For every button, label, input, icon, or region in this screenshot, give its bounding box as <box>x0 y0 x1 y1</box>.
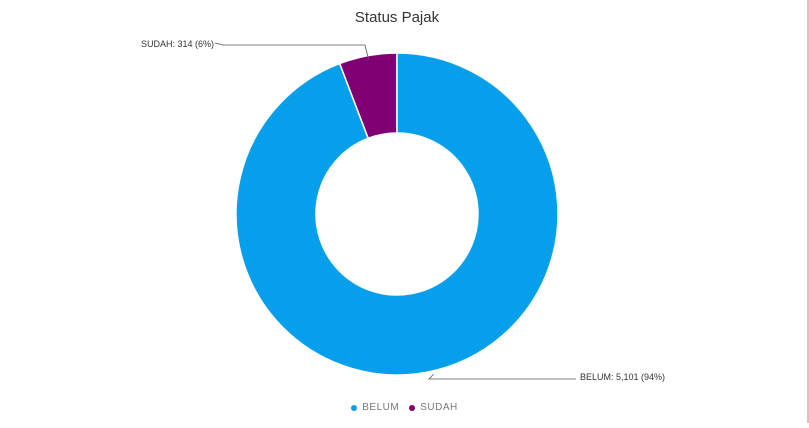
leader-line-belum <box>428 374 576 380</box>
legend-label-sudah: SUDAH <box>420 402 458 413</box>
panel-border <box>807 0 809 423</box>
slice-belum[interactable] <box>235 52 559 376</box>
data-label-sudah: SUDAH: 314 (6%) <box>141 39 214 49</box>
data-label-belum: BELUM: 5,101 (94%) <box>580 372 665 382</box>
chart-legend: BELUM SUDAH <box>0 402 809 413</box>
legend-marker-sudah <box>409 404 416 411</box>
legend-item-belum[interactable]: BELUM <box>351 402 399 413</box>
legend-label-belum: BELUM <box>362 402 400 413</box>
legend-item-sudah[interactable]: SUDAH <box>409 402 458 413</box>
legend-marker-belum <box>351 404 358 411</box>
chart-title: Status Pajak <box>355 9 440 26</box>
leader-line-sudah <box>214 42 369 60</box>
